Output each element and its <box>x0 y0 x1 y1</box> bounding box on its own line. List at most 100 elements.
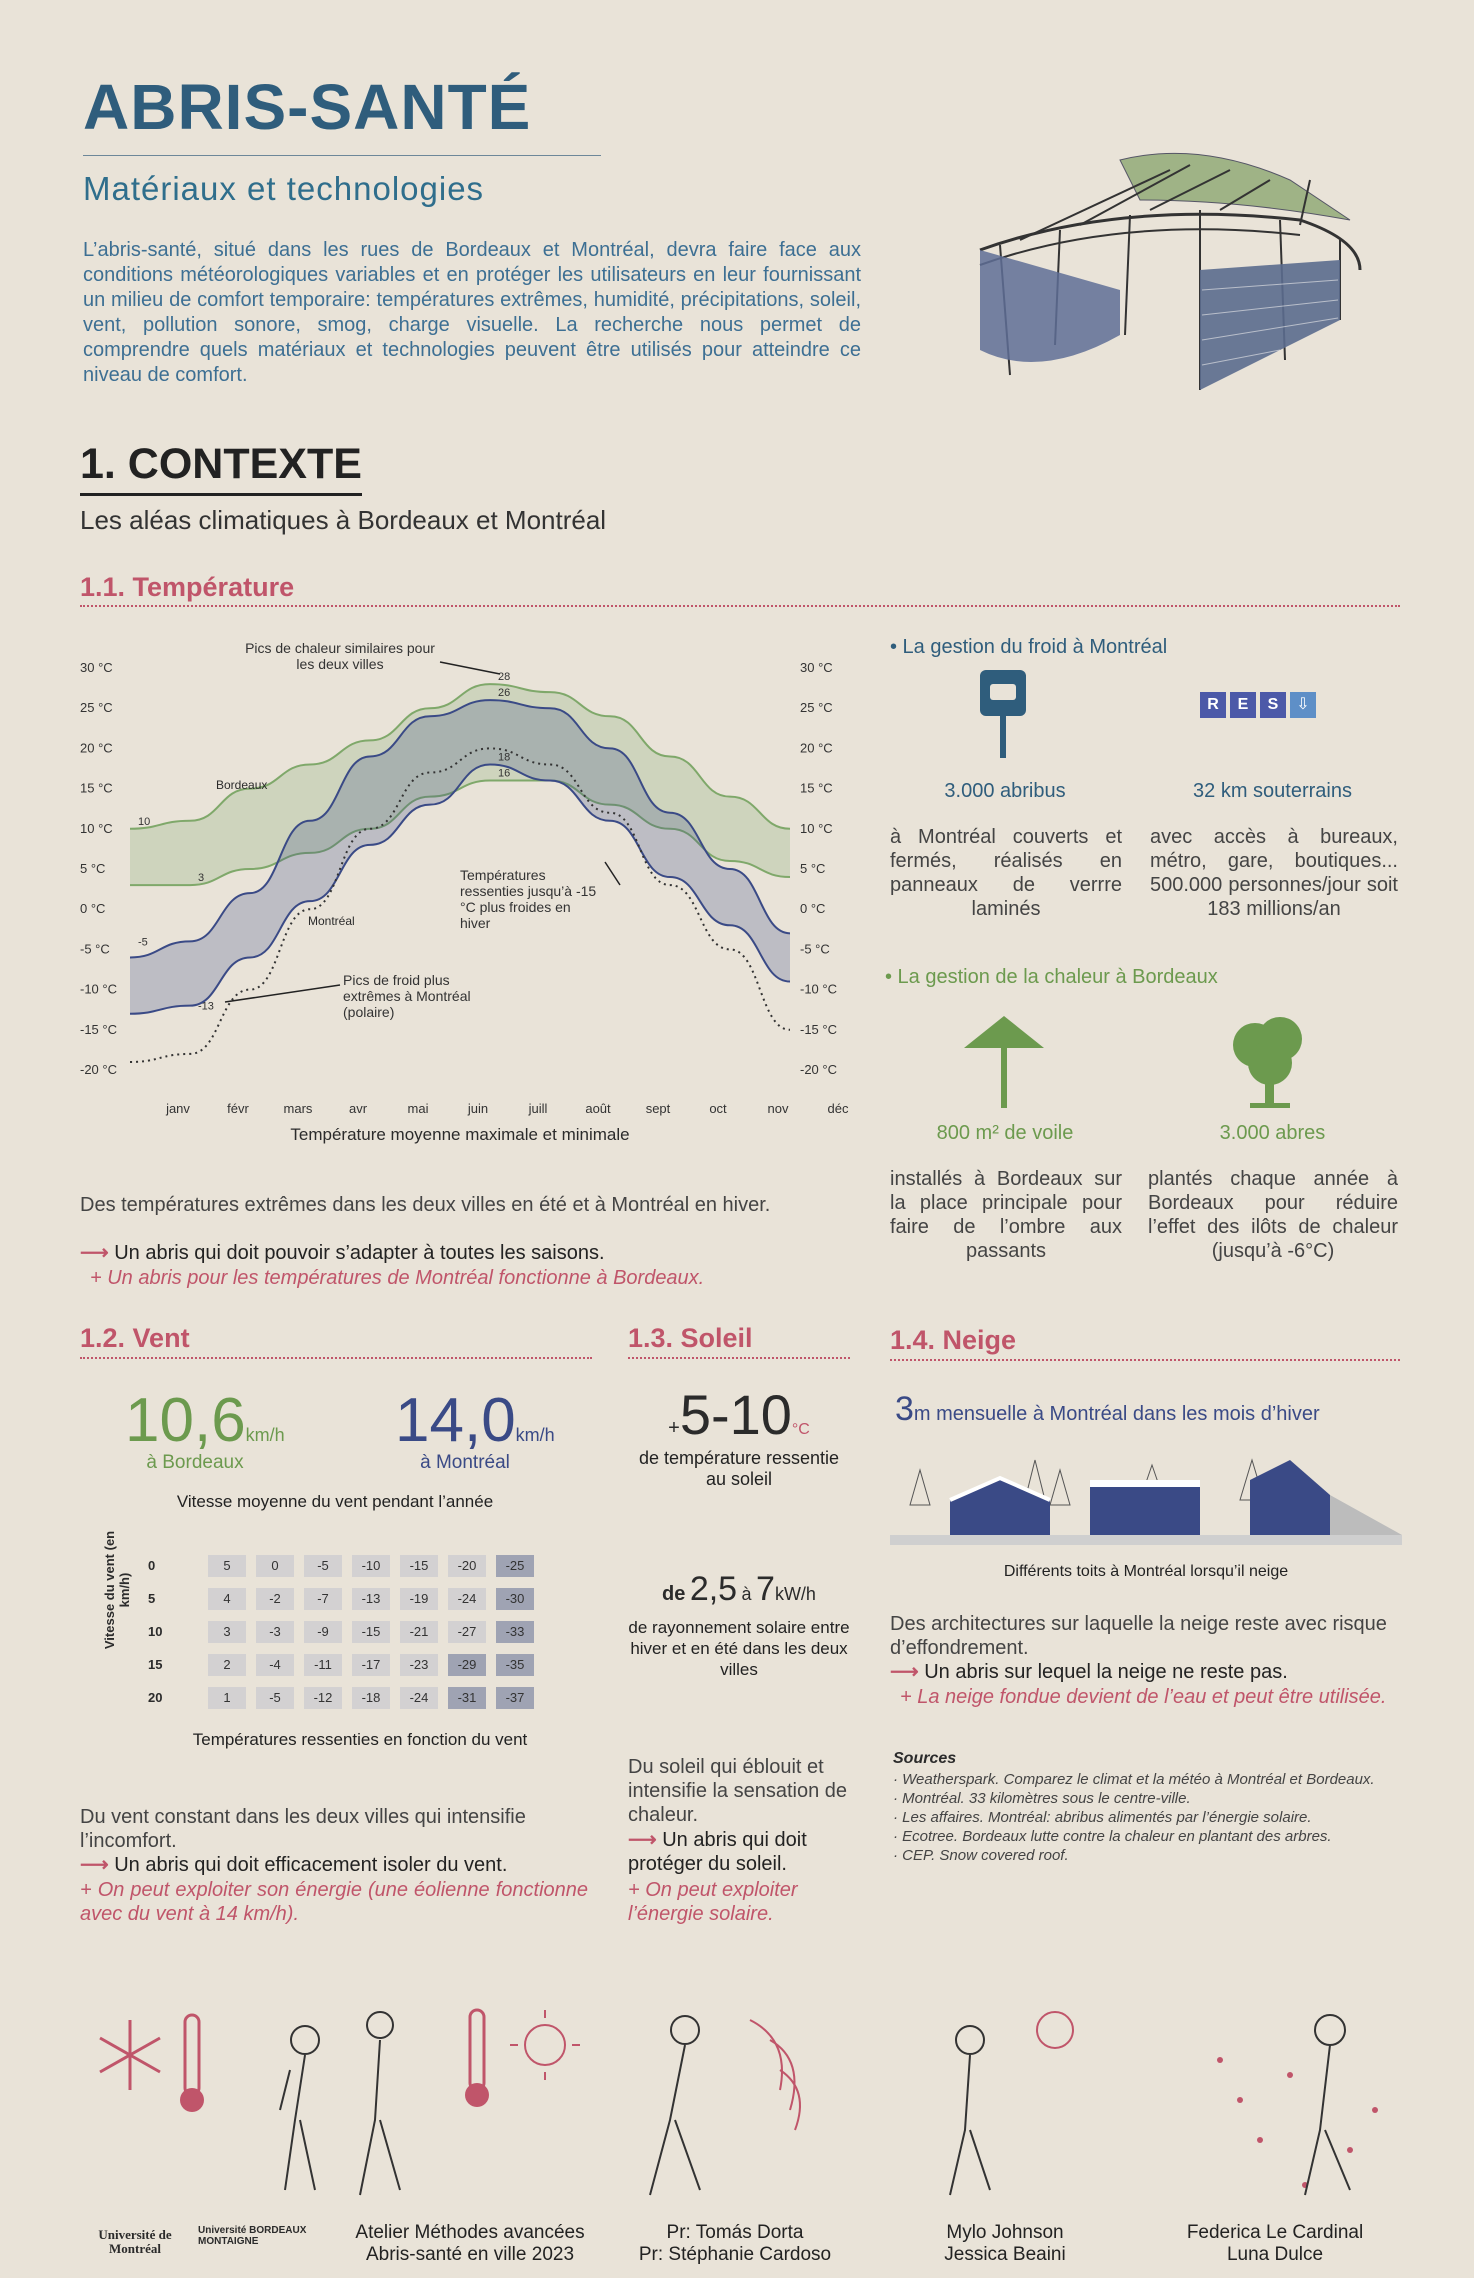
x-tick-label: mars <box>284 1101 313 1116</box>
x-tick-label: mai <box>408 1101 429 1116</box>
wind-speed-label: 5 <box>148 1591 156 1606</box>
data-label: -5 <box>138 936 148 948</box>
sun-icon-2 <box>1036 2011 1074 2049</box>
y-tick-label-right: -5 °C <box>800 941 830 956</box>
vent-bordeaux-value: 10,6km/h <box>125 1386 285 1455</box>
temperature-divider <box>80 605 1400 607</box>
page-title: ABRIS-SANTÉ <box>83 71 532 143</box>
annotation-felt: Températures ressenties jusqu’à -15 °C p… <box>460 867 597 931</box>
series-max-line <box>129 699 791 959</box>
wind-chill-cell: -21 <box>400 1621 438 1643</box>
res-logo: R E S ⇩ <box>1200 692 1316 718</box>
person-snow <box>1304 2014 1351 2196</box>
data-label: 3 <box>198 872 204 884</box>
sun-icon <box>510 2010 580 2080</box>
wind-chill-cell: -25 <box>496 1555 534 1577</box>
snow-dots <box>1217 2057 1378 2188</box>
title-divider <box>83 155 601 156</box>
x-tick-label: déc <box>828 1101 849 1116</box>
tree-icon <box>1233 1017 1302 1108</box>
neige-divider <box>890 1359 1400 1361</box>
chaleur-stat2: 3.000 abres <box>1219 1122 1326 1144</box>
source-item: · CEP. Snow covered roof. <box>893 1847 1069 1864</box>
wind-chill-cell: -12 <box>304 1687 342 1709</box>
y-tick-label-right: 5 °C <box>800 861 825 876</box>
froid-title: • La gestion du froid à Montréal <box>890 636 1168 658</box>
neige-conclusion: ⟶ Un abris sur lequel la neige ne reste … <box>890 1661 1288 1683</box>
annotation-cold: Pics de froid plus extrêmes à Montréal (… <box>343 972 471 1020</box>
wind-chill-cell: -3 <box>256 1621 294 1643</box>
wind-chill-cell: -17 <box>352 1654 390 1676</box>
wind-chill-cell: -29 <box>448 1654 486 1676</box>
soleil-divider <box>628 1357 850 1359</box>
wind-chill-cell: -9 <box>304 1621 342 1643</box>
vent-conclusion: ⟶ Un abris qui doit efficacement isoler … <box>80 1854 508 1876</box>
y-tick-label-left: 20 °C <box>80 740 113 755</box>
person-summer <box>359 2011 401 2196</box>
x-tick-label: janv <box>165 1101 190 1116</box>
umbrella-icon <box>964 1016 1044 1108</box>
wind-chill-cell: 5 <box>208 1555 246 1577</box>
chaleur-title: • La gestion de la chaleur à Bordeaux <box>885 966 1218 988</box>
arrow-line <box>224 984 341 1003</box>
wind-chill-cell: 2 <box>208 1654 246 1676</box>
footer-professors: Pr: Tomás Dorta Pr: Stéphanie Cardoso <box>638 2222 832 2265</box>
source-item: · Les affaires. Montréal: abribus alimen… <box>893 1809 1312 1826</box>
label-montreal: Montréal <box>308 914 355 928</box>
y-tick-label-right: 30 °C <box>800 660 833 675</box>
data-label: 28 <box>498 671 510 683</box>
temperature-conclusion: ⟶ Un abris qui doit pouvoir s’adapter à … <box>80 1242 605 1264</box>
y-tick-label-left: 25 °C <box>80 700 113 715</box>
wind-grid-caption: Températures ressenties en fonction du v… <box>192 1730 528 1749</box>
vent-plus: + On peut exploiter son énergie (une éol… <box>80 1879 588 1925</box>
footer-students-1: Mylo Johnson Jessica Beaini <box>944 2222 1066 2265</box>
wind-chill-cell: 1 <box>208 1687 246 1709</box>
wind-chill-cell: -23 <box>400 1654 438 1676</box>
logo-bordeaux: Université BORDEAUX MONTAIGNE <box>198 2225 307 2247</box>
temperature-heading: 1.1. Température <box>80 572 295 602</box>
wind-chill-cell: -18 <box>352 1687 390 1709</box>
shelter-illustration <box>979 152 1362 390</box>
data-label: -13 <box>198 1001 214 1013</box>
sources-list: · Weatherspark. Comparez le climat et la… <box>893 1770 1398 1865</box>
section-title: 1. CONTEXTE <box>80 440 362 496</box>
wind-chill-cell: -5 <box>256 1687 294 1709</box>
wind-chill-cell: -24 <box>400 1687 438 1709</box>
x-tick-label: sept <box>646 1101 671 1116</box>
wind-speed-label: 0 <box>148 1558 156 1573</box>
wind-chill-cell: -13 <box>352 1588 390 1610</box>
wind-chill-cell: -4 <box>256 1654 294 1676</box>
vent-bordeaux-label: à Bordeaux <box>146 1452 244 1473</box>
wind-chill-cell: 4 <box>208 1588 246 1610</box>
series-min-line <box>129 763 791 1015</box>
y-tick-label-right: -15 °C <box>800 1022 837 1037</box>
x-tick-label: oct <box>709 1101 727 1116</box>
x-tick-label: nov <box>768 1101 789 1116</box>
wind-chill-cell: 3 <box>208 1621 246 1643</box>
froid-stat2: 32 km souterrains <box>1193 780 1352 802</box>
series-max-line <box>129 683 791 830</box>
wind-chill-cell: -33 <box>496 1621 534 1643</box>
y-tick-label-right: 10 °C <box>800 821 833 836</box>
wind-chill-cell: -24 <box>448 1588 486 1610</box>
intro-paragraph: L’abris-santé, situé dans les rues de Bo… <box>83 239 861 386</box>
x-tick-label: avr <box>349 1101 368 1116</box>
wind-chill-cell: -37 <box>496 1687 534 1709</box>
section-subtitle: Les aléas climatiques à Bordeaux et Mont… <box>80 505 607 535</box>
y-tick-label-left: -20 °C <box>80 1062 117 1077</box>
wind-speed-label: 20 <box>148 1690 163 1705</box>
vent-heading: 1.2. Vent <box>80 1323 190 1353</box>
page-subtitle: Matériaux et technologies <box>83 170 485 207</box>
wind-axis-label: Vitesse du vent (en km/h) <box>102 1530 132 1650</box>
logo-udem: Université de Montréal <box>98 2227 172 2256</box>
wind-chill-cell: -7 <box>304 1588 342 1610</box>
source-item: · Weatherspark. Comparez le climat et la… <box>893 1771 1375 1788</box>
data-label: 16 <box>498 768 510 780</box>
wind-chill-grid: 0 5 0 -5 -10 -15 -20 -25 5 4 -2 -7 -13 -19 -24 -30 10 3 -3… <box>148 1555 568 1725</box>
y-tick-label-left: 30 °C <box>80 660 113 675</box>
arrow-line <box>604 861 621 886</box>
series-min-line <box>130 779 791 887</box>
x-tick-label: août <box>585 1101 611 1116</box>
x-tick-label: juin <box>467 1101 488 1116</box>
temperature-chart: 30 °C 30 °C25 °C 25 °C20 °C 20 °C15 °C 15 °C… <box>80 660 849 1116</box>
